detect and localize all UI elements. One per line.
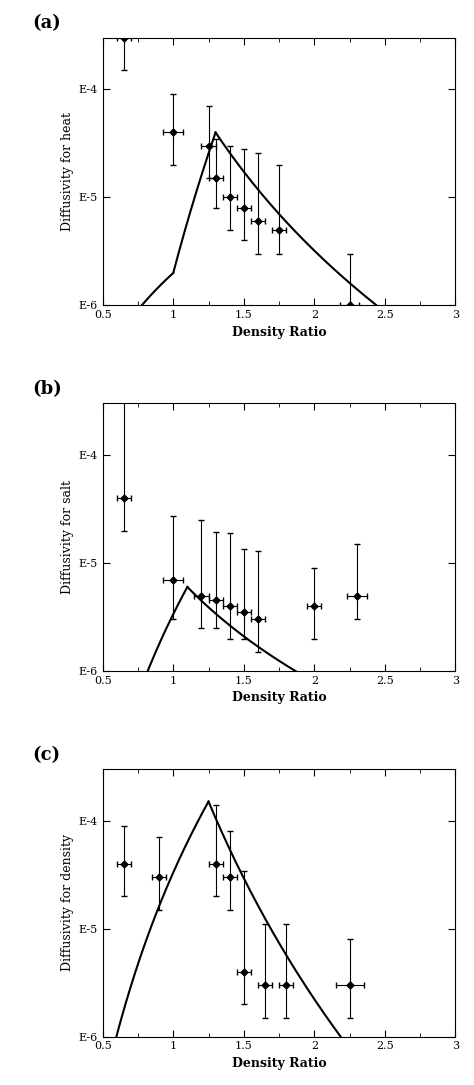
X-axis label: Density Ratio: Density Ratio bbox=[232, 1057, 327, 1070]
Y-axis label: Diffusivity for density: Diffusivity for density bbox=[62, 834, 74, 971]
Y-axis label: Diffusivity for salt: Diffusivity for salt bbox=[62, 481, 74, 595]
X-axis label: Density Ratio: Density Ratio bbox=[232, 691, 327, 704]
Text: (b): (b) bbox=[32, 380, 62, 398]
Text: (c): (c) bbox=[32, 745, 60, 764]
Text: (a): (a) bbox=[32, 14, 61, 33]
Y-axis label: Diffusivity for heat: Diffusivity for heat bbox=[62, 112, 74, 231]
X-axis label: Density Ratio: Density Ratio bbox=[232, 326, 327, 339]
